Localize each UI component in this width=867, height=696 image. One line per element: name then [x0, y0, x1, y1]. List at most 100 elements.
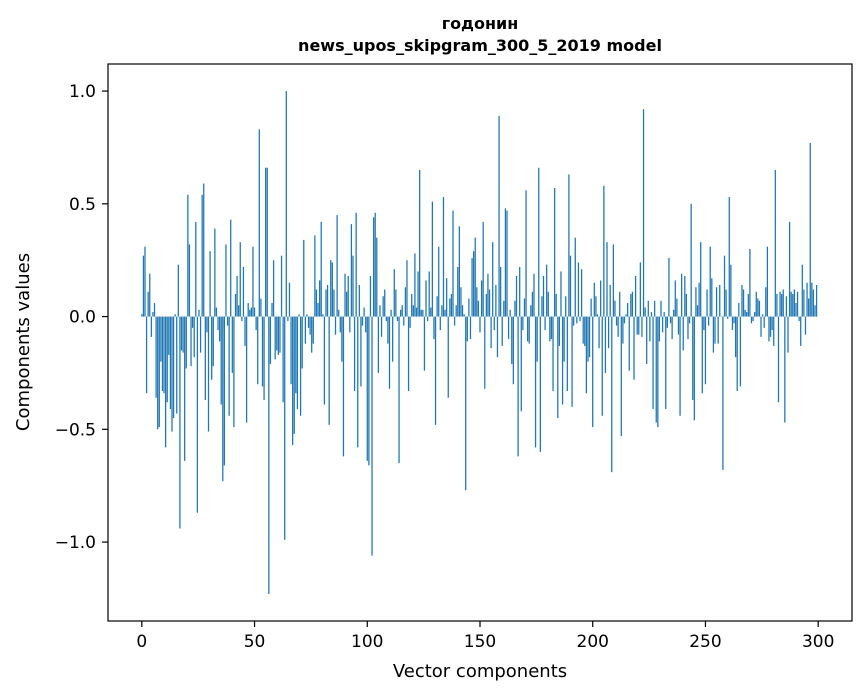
- bar: [460, 287, 462, 317]
- bar: [309, 316, 311, 335]
- bar: [184, 316, 186, 461]
- bar: [781, 294, 783, 317]
- bar: [333, 289, 335, 317]
- bar: [550, 316, 553, 340]
- bar: [399, 309, 402, 317]
- bar: [571, 316, 573, 407]
- bar: [442, 197, 445, 317]
- y-tick-label: 0.5: [69, 195, 96, 215]
- bar: [633, 316, 635, 380]
- x-tick-label: 250: [689, 632, 721, 652]
- bar: [372, 217, 375, 317]
- bar: [503, 300, 505, 317]
- bar: [747, 294, 749, 317]
- bar: [407, 316, 410, 391]
- bar: [684, 275, 686, 317]
- chart-title: годонин: [442, 14, 519, 33]
- bar: [311, 316, 313, 353]
- bar: [787, 316, 789, 353]
- bar: [579, 316, 581, 322]
- bar: [414, 253, 416, 317]
- bar: [347, 275, 349, 317]
- bar: [563, 316, 565, 362]
- bar: [527, 316, 529, 342]
- bar: [774, 169, 776, 317]
- bar: [649, 316, 651, 342]
- bar: [320, 221, 322, 317]
- bar: [666, 316, 668, 328]
- bar: [568, 174, 570, 317]
- bar: [634, 275, 637, 317]
- bar: [500, 266, 502, 317]
- bar: [736, 316, 738, 391]
- bar: [749, 248, 751, 317]
- bar: [242, 266, 245, 317]
- bar: [434, 316, 437, 425]
- bar: [153, 303, 156, 317]
- bar: [268, 316, 270, 594]
- bar: [419, 169, 421, 317]
- bar: [285, 91, 287, 317]
- bar: [466, 316, 468, 342]
- x-tick-label: 150: [464, 632, 496, 652]
- bar: [646, 316, 648, 364]
- bar: [476, 287, 478, 317]
- bar: [179, 316, 181, 529]
- bar: [433, 316, 435, 340]
- bar: [719, 285, 721, 317]
- bar: [552, 316, 554, 391]
- bar: [723, 255, 726, 317]
- bar: [607, 316, 610, 349]
- bar: [487, 273, 489, 317]
- bar: [280, 255, 283, 317]
- bar: [580, 269, 583, 317]
- bar: [444, 309, 446, 317]
- y-axis-ticks: 1.0 0.5 0.0 −0.5 −1.0: [55, 82, 108, 553]
- bar: [617, 316, 619, 337]
- bar: [601, 316, 603, 416]
- bar: [485, 294, 487, 317]
- bar: [266, 167, 268, 317]
- bar: [808, 298, 810, 317]
- bar: [215, 307, 218, 317]
- bar: [614, 300, 616, 317]
- bar: [766, 246, 769, 317]
- bar: [573, 316, 575, 326]
- bar: [677, 316, 680, 335]
- bar: [806, 282, 808, 317]
- bar: [558, 316, 561, 346]
- x-tick-label: 100: [351, 632, 383, 652]
- bar: [519, 266, 521, 317]
- bar: [199, 316, 202, 353]
- bar: [255, 316, 257, 331]
- bar: [760, 316, 762, 337]
- bar: [307, 316, 310, 328]
- y-axis-label: Components values: [13, 253, 34, 431]
- bar: [218, 316, 221, 342]
- bar: [244, 316, 246, 346]
- bar: [731, 316, 734, 331]
- bar: [260, 298, 262, 317]
- bar: [439, 316, 441, 331]
- bar: [555, 294, 557, 317]
- bar: [190, 316, 192, 367]
- bar: [207, 316, 210, 432]
- bar: [368, 316, 370, 466]
- bar: [361, 316, 364, 326]
- bar: [163, 316, 165, 394]
- bar-series: [141, 91, 818, 594]
- bar: [695, 287, 697, 317]
- bar: [741, 285, 743, 317]
- bar: [471, 257, 473, 317]
- bar: [196, 316, 199, 513]
- bar: [531, 291, 534, 317]
- bar: [233, 316, 235, 428]
- bar: [217, 316, 219, 331]
- bar: [777, 316, 780, 403]
- bar: [379, 305, 381, 317]
- bar: [371, 316, 373, 556]
- bar: [549, 316, 551, 342]
- bar: [620, 316, 622, 437]
- bar: [312, 316, 314, 344]
- bar: [388, 316, 391, 389]
